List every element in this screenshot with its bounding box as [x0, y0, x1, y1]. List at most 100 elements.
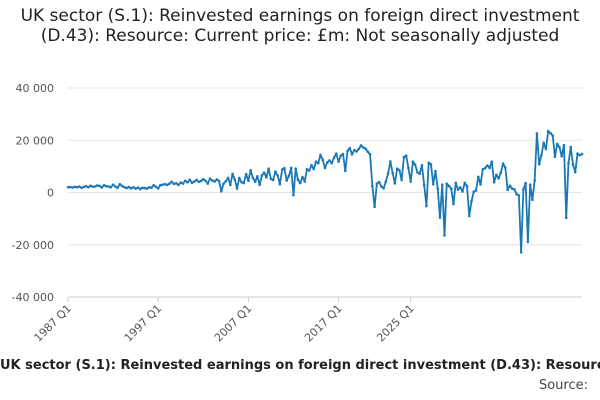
data-point[interactable]: [204, 179, 207, 183]
data-point[interactable]: [165, 183, 169, 187]
data-point[interactable]: [183, 179, 187, 183]
data-point[interactable]: [456, 188, 460, 191]
data-point[interactable]: [544, 147, 548, 151]
data-point[interactable]: [355, 150, 358, 153]
data-point[interactable]: [470, 199, 473, 203]
data-point[interactable]: [240, 181, 243, 184]
data-point[interactable]: [201, 177, 205, 181]
data-point[interactable]: [501, 162, 505, 165]
data-point[interactable]: [447, 184, 451, 188]
data-point[interactable]: [515, 192, 518, 196]
data-point[interactable]: [265, 176, 268, 179]
data-point[interactable]: [443, 234, 446, 237]
data-point[interactable]: [287, 174, 291, 178]
data-point[interactable]: [549, 131, 552, 135]
data-point[interactable]: [486, 164, 489, 167]
data-point[interactable]: [278, 182, 282, 186]
data-point[interactable]: [555, 142, 559, 146]
data-point[interactable]: [129, 187, 133, 190]
data-point[interactable]: [427, 161, 431, 165]
data-point[interactable]: [580, 152, 584, 156]
data-point[interactable]: [389, 160, 392, 163]
data-point[interactable]: [551, 134, 554, 137]
data-point[interactable]: [296, 178, 300, 181]
data-point[interactable]: [220, 189, 223, 193]
data-point[interactable]: [114, 185, 117, 188]
data-point[interactable]: [127, 185, 131, 189]
data-point[interactable]: [364, 147, 367, 150]
data-point[interactable]: [145, 187, 149, 190]
data-point[interactable]: [319, 153, 322, 157]
data-point[interactable]: [483, 166, 487, 170]
data-point[interactable]: [323, 166, 327, 170]
data-point[interactable]: [431, 182, 435, 186]
data-point[interactable]: [159, 183, 162, 187]
data-point[interactable]: [269, 177, 273, 181]
data-point[interactable]: [362, 146, 365, 149]
data-point[interactable]: [125, 186, 128, 190]
data-point[interactable]: [495, 173, 498, 177]
data-point[interactable]: [413, 163, 417, 167]
data-point[interactable]: [251, 176, 255, 180]
data-point[interactable]: [531, 198, 534, 202]
data-point[interactable]: [391, 171, 394, 175]
data-point[interactable]: [190, 181, 194, 185]
data-point[interactable]: [452, 202, 455, 206]
data-point[interactable]: [454, 181, 458, 185]
data-point[interactable]: [298, 181, 302, 185]
data-point[interactable]: [382, 187, 385, 190]
data-point[interactable]: [422, 183, 426, 187]
data-point[interactable]: [321, 158, 325, 162]
data-point[interactable]: [497, 177, 500, 180]
data-point[interactable]: [307, 169, 311, 172]
data-point[interactable]: [116, 186, 119, 190]
data-point[interactable]: [343, 169, 347, 173]
data-point[interactable]: [238, 176, 241, 180]
data-point[interactable]: [474, 189, 478, 192]
data-point[interactable]: [418, 172, 421, 175]
data-point[interactable]: [330, 161, 334, 165]
data-point[interactable]: [217, 179, 221, 183]
data-point[interactable]: [75, 185, 79, 189]
data-point[interactable]: [546, 129, 550, 133]
data-point[interactable]: [458, 185, 462, 189]
data-point[interactable]: [89, 184, 92, 188]
data-point[interactable]: [404, 154, 408, 157]
data-point[interactable]: [310, 164, 313, 167]
data-point[interactable]: [350, 153, 354, 156]
data-point[interactable]: [395, 167, 399, 171]
data-point[interactable]: [472, 190, 476, 194]
data-point[interactable]: [195, 178, 198, 182]
data-point[interactable]: [77, 185, 81, 188]
data-point[interactable]: [562, 143, 566, 147]
data-point[interactable]: [353, 148, 356, 152]
data-point[interactable]: [174, 182, 178, 185]
data-point[interactable]: [377, 180, 381, 184]
data-point[interactable]: [533, 179, 536, 182]
data-point[interactable]: [247, 179, 250, 183]
data-point[interactable]: [80, 186, 83, 190]
data-point[interactable]: [262, 171, 266, 174]
data-point[interactable]: [132, 185, 135, 189]
data-point[interactable]: [105, 184, 108, 188]
data-point[interactable]: [488, 166, 491, 170]
data-point[interactable]: [346, 149, 349, 153]
data-point[interactable]: [242, 181, 246, 185]
data-point[interactable]: [109, 185, 113, 189]
data-point[interactable]: [294, 167, 297, 171]
data-point[interactable]: [86, 185, 90, 189]
data-point[interactable]: [170, 180, 173, 184]
data-point[interactable]: [463, 181, 467, 185]
data-point[interactable]: [477, 175, 480, 179]
data-point[interactable]: [71, 186, 74, 189]
data-point[interactable]: [398, 168, 401, 172]
data-point[interactable]: [490, 160, 494, 163]
data-point[interactable]: [249, 168, 252, 172]
data-point[interactable]: [386, 172, 390, 175]
data-point[interactable]: [368, 153, 372, 156]
data-point[interactable]: [380, 185, 383, 188]
data-point[interactable]: [373, 205, 376, 209]
data-point[interactable]: [138, 187, 142, 191]
data-point[interactable]: [325, 161, 329, 164]
data-point[interactable]: [73, 185, 77, 189]
